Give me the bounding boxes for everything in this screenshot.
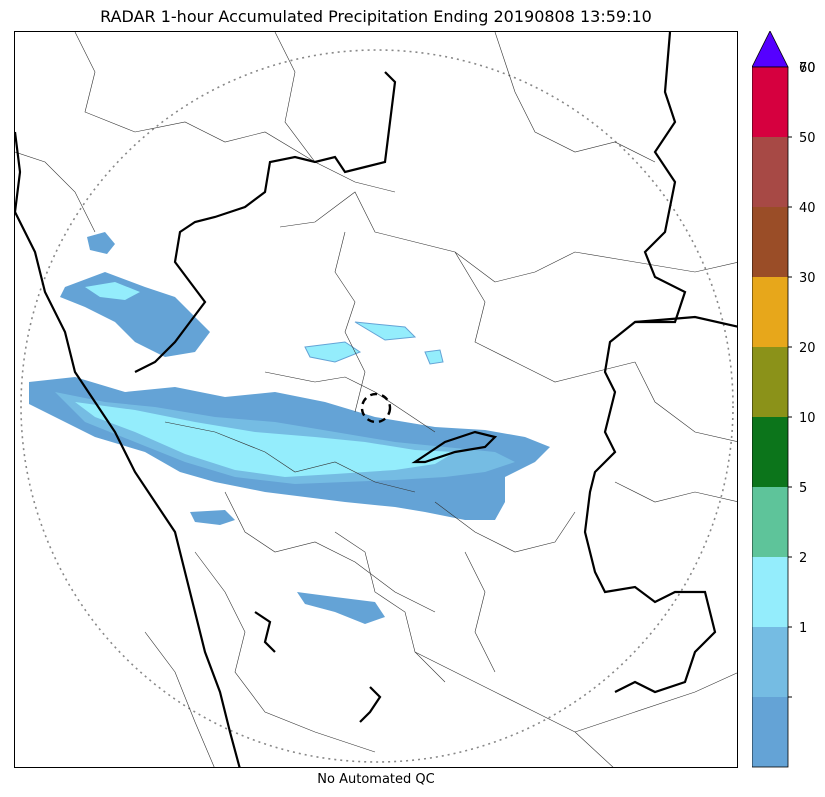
colorbar-extend-arrow [752, 31, 789, 68]
colorbar-segment [752, 207, 788, 277]
colorbar-segment [752, 277, 788, 347]
state-boundaries [15, 32, 737, 767]
precip-north-inner [85, 282, 140, 300]
colorbar-segment [752, 67, 788, 137]
district-boundaries [15, 32, 737, 767]
colorbar-tick-label: 2 [799, 551, 807, 566]
precip-small-3 [297, 592, 385, 624]
colorbar-tick-label: 10 [799, 411, 816, 426]
radar-site-marker [360, 392, 392, 424]
colorbar-tick-label: 1 [799, 621, 807, 636]
precipitation-field [29, 232, 550, 624]
colorbar-segment [752, 557, 788, 627]
colorbar-outline [752, 66, 789, 768]
colorbar-segment [752, 347, 788, 417]
colorbar-segment [752, 627, 788, 697]
radar-map[interactable] [14, 31, 738, 768]
map-canvas [15, 32, 737, 767]
colorbar-segment [752, 417, 788, 487]
precip-small-2 [190, 510, 235, 525]
colorbar-tick-label: 70 [799, 61, 816, 76]
precip-core [75, 402, 455, 477]
precip-scatter [304, 321, 444, 365]
colorbar-tick-label: 60 [799, 61, 816, 76]
qc-note: No Automated QC [317, 772, 435, 787]
colorbar-tick-label: 5 [799, 481, 807, 496]
radar-range-ring [20, 49, 734, 763]
colorbar-segment [752, 487, 788, 557]
colorbar-tick-label: 20 [799, 341, 816, 356]
colorbar-segment [752, 137, 788, 207]
map-title: RADAR 1-hour Accumulated Precipitation E… [100, 7, 652, 26]
precip-small-1 [87, 232, 115, 254]
colorbar-tick-label: 40 [799, 201, 816, 216]
colorbar-segment [752, 697, 788, 767]
colorbar-tick-label: 30 [799, 271, 816, 286]
precip-north-patch [60, 272, 210, 357]
colorbar-tick-label: 50 [799, 131, 816, 146]
